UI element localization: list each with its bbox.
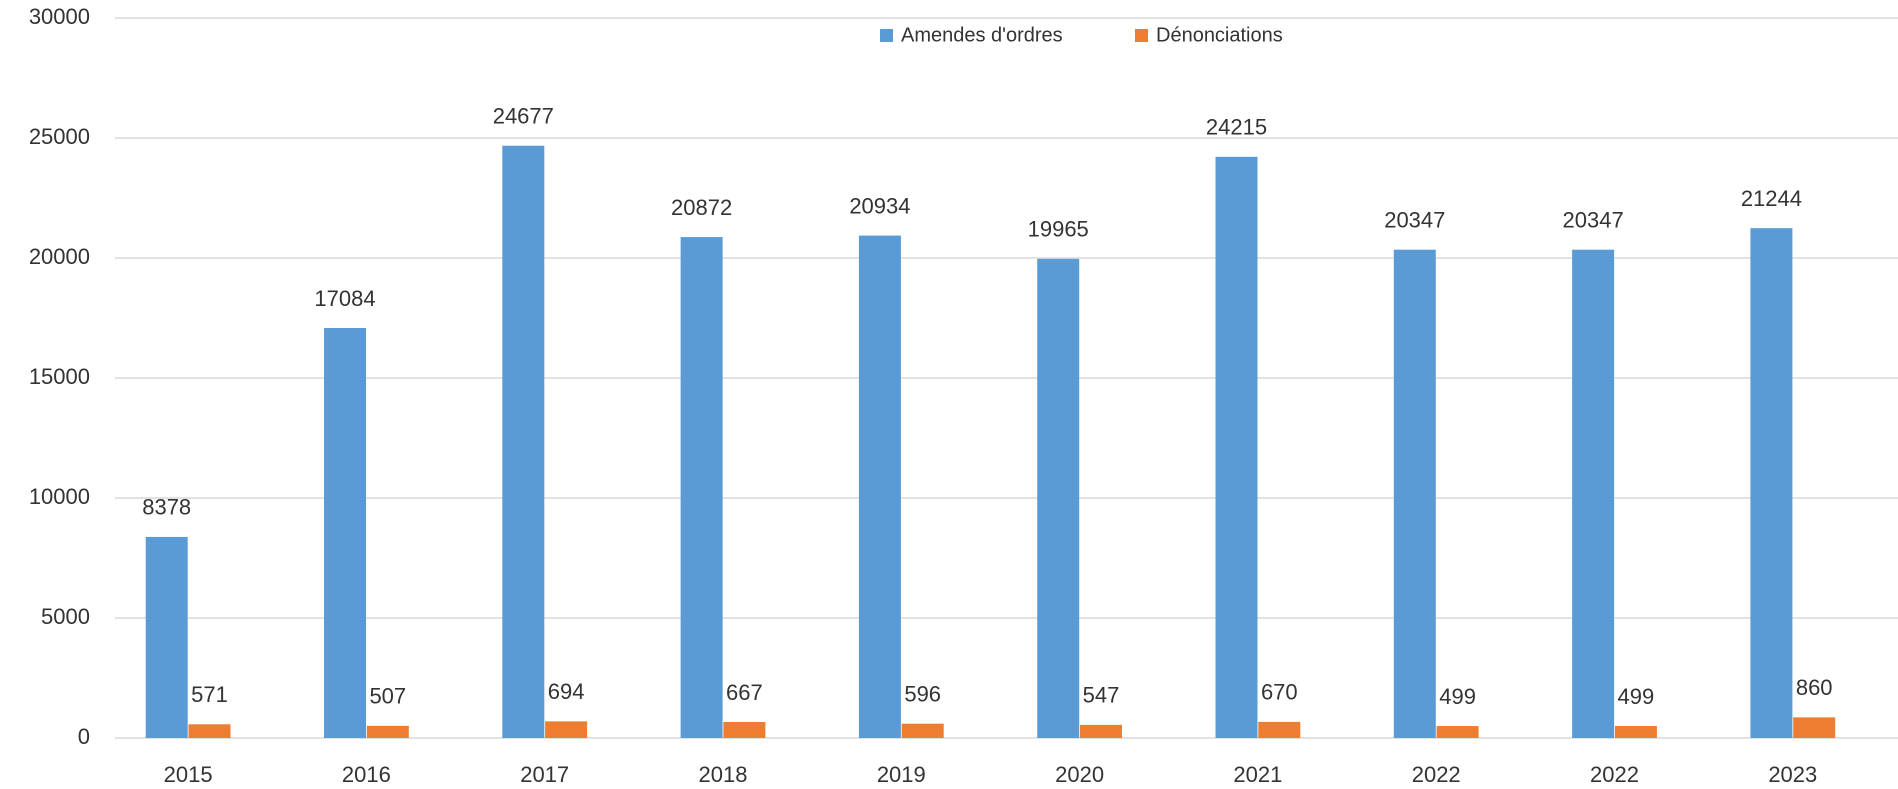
bar	[901, 723, 944, 738]
bar	[324, 327, 367, 738]
y-tick-label: 20000	[29, 244, 90, 269]
bar	[1215, 156, 1258, 739]
value-label: 860	[1796, 675, 1833, 700]
bar	[502, 145, 545, 738]
y-tick-label: 5000	[41, 604, 90, 629]
bar	[545, 721, 588, 738]
value-label: 571	[191, 682, 228, 707]
y-tick-label: 25000	[29, 124, 90, 149]
bar	[1614, 726, 1657, 738]
x-tick-label: 2022	[1590, 762, 1639, 787]
value-label: 670	[1261, 680, 1298, 705]
legend-label: Dénonciations	[1156, 24, 1283, 46]
value-label: 547	[1083, 683, 1120, 708]
bar	[1079, 724, 1122, 738]
value-label: 20872	[671, 195, 732, 220]
x-tick-label: 2023	[1768, 762, 1817, 787]
value-label: 596	[904, 682, 941, 707]
value-label: 21244	[1741, 186, 1802, 211]
legend-label: Amendes d'ordres	[901, 24, 1063, 46]
y-tick-label: 10000	[29, 484, 90, 509]
value-label: 667	[726, 680, 763, 705]
y-tick-label: 15000	[29, 364, 90, 389]
legend-swatch	[1135, 29, 1148, 42]
value-label: 499	[1618, 684, 1655, 709]
bar	[858, 235, 901, 739]
value-label: 24215	[1206, 115, 1267, 140]
bar	[1393, 249, 1436, 738]
legend-swatch	[880, 29, 893, 42]
value-label: 694	[548, 679, 585, 704]
value-label: 19965	[1028, 217, 1089, 242]
bar	[188, 724, 231, 738]
bar	[1750, 228, 1793, 739]
x-tick-label: 2021	[1233, 762, 1282, 787]
value-label: 20347	[1563, 207, 1624, 232]
bar	[1436, 726, 1479, 738]
bar	[723, 721, 766, 738]
x-tick-label: 2020	[1055, 762, 1104, 787]
bar	[1037, 258, 1080, 738]
x-tick-label: 2022	[1412, 762, 1461, 787]
x-tick-label: 2017	[520, 762, 569, 787]
value-label: 24677	[493, 104, 554, 129]
value-label: 499	[1439, 684, 1476, 709]
value-label: 20934	[849, 193, 910, 218]
bar	[366, 725, 409, 738]
x-tick-label: 2016	[342, 762, 391, 787]
value-label: 17084	[314, 286, 375, 311]
value-label: 507	[369, 684, 406, 709]
bar	[1793, 717, 1836, 738]
bar	[1572, 249, 1615, 738]
value-label: 8378	[142, 495, 191, 520]
value-label: 20347	[1384, 207, 1445, 232]
x-tick-label: 2018	[699, 762, 748, 787]
bar	[680, 237, 723, 738]
y-tick-label: 30000	[29, 4, 90, 29]
bar	[145, 536, 188, 738]
y-tick-label: 0	[78, 724, 90, 749]
x-tick-label: 2015	[164, 762, 213, 787]
x-tick-label: 2019	[877, 762, 926, 787]
bar	[1258, 721, 1301, 738]
